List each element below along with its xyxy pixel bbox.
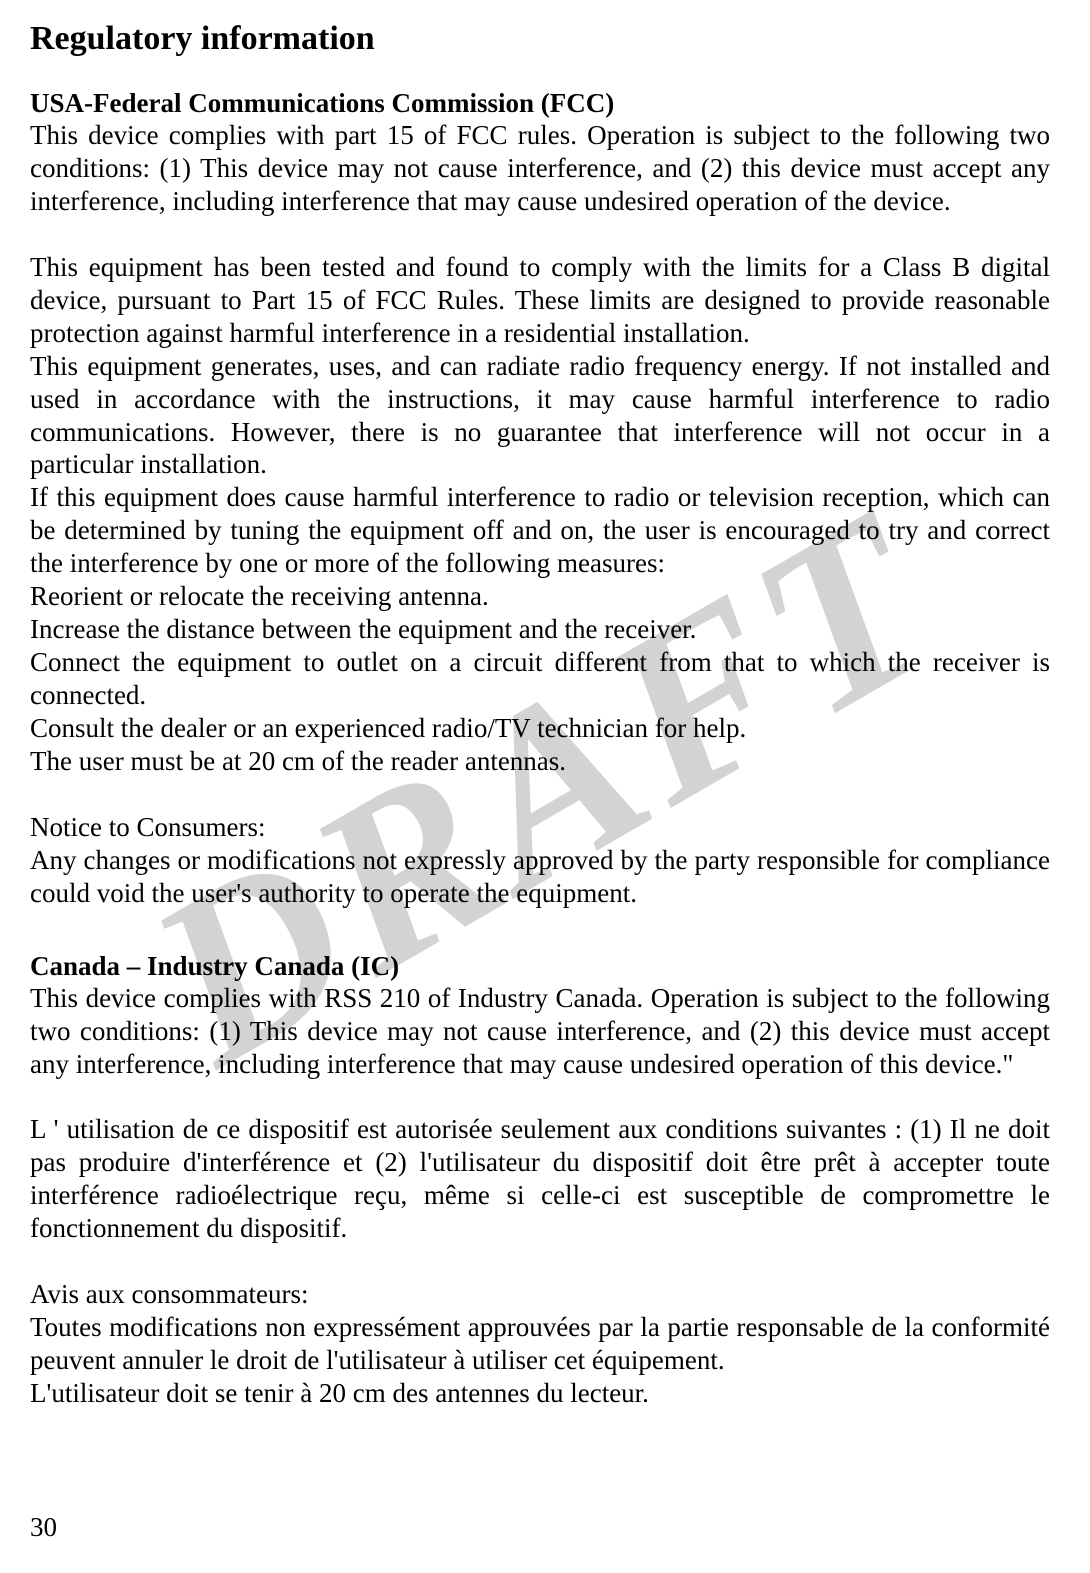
page-number: 30 <box>30 1512 57 1543</box>
fcc-measure-4: Consult the dealer or an experienced rad… <box>30 712 1050 745</box>
fcc-measure-2: Increase the distance between the equipm… <box>30 613 1050 646</box>
ic-heading: Canada – Industry Canada (IC) <box>30 951 1050 982</box>
document-content: Regulatory information USA-Federal Commu… <box>30 20 1050 1410</box>
fcc-notice: Any changes or modifications not express… <box>30 844 1050 910</box>
fcc-paragraph-2: This equipment has been tested and found… <box>30 251 1050 350</box>
fcc-measure-3: Connect the equipment to outlet on a cir… <box>30 646 1050 712</box>
fcc-paragraph-1: This device complies with part 15 of FCC… <box>30 119 1050 218</box>
fcc-paragraph-3: This equipment generates, uses, and can … <box>30 350 1050 482</box>
ic-notice-heading: Avis aux consommateurs: <box>30 1278 1050 1311</box>
fcc-measure-1: Reorient or relocate the receiving anten… <box>30 580 1050 613</box>
page-title: Regulatory information <box>30 20 1050 58</box>
fcc-measure-5: The user must be at 20 cm of the reader … <box>30 745 1050 778</box>
fcc-notice-heading: Notice to Consumers: <box>30 811 1050 844</box>
ic-paragraph-2: L ' utilisation de ce dispositif est aut… <box>30 1113 1050 1245</box>
ic-notice-2: L'utilisateur doit se tenir à 20 cm des … <box>30 1377 1050 1410</box>
fcc-paragraph-4: If this equipment does cause harmful int… <box>30 481 1050 580</box>
ic-paragraph-1: This device complies with RSS 210 of Ind… <box>30 982 1050 1081</box>
fcc-heading: USA-Federal Communications Commission (F… <box>30 88 1050 119</box>
ic-notice-1: Toutes modifications non expressément ap… <box>30 1311 1050 1377</box>
